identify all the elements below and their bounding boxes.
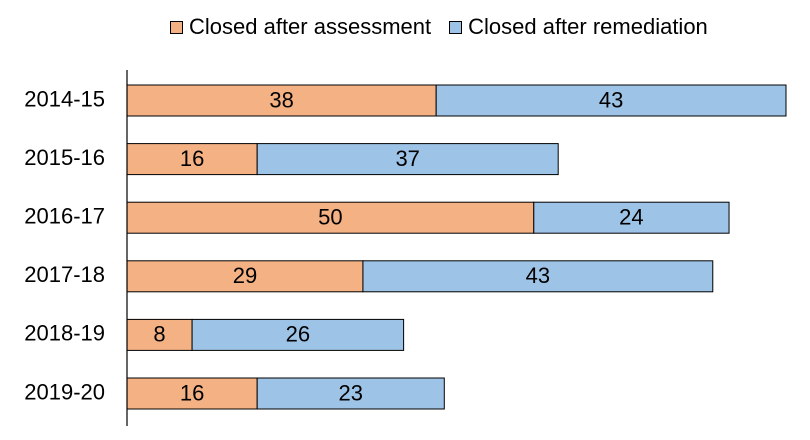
- bar-assessment: [126, 143, 258, 176]
- legend-label-assessment: Closed after assessment: [189, 14, 432, 39]
- legend-item-remediation: Closed after remediation: [449, 14, 708, 40]
- data-label: 43: [599, 87, 623, 112]
- legend-swatch-assessment: [170, 20, 183, 34]
- legend-label-remediation: Closed after remediation: [468, 14, 708, 39]
- data-label: 16: [180, 146, 204, 171]
- data-label: 43: [526, 263, 550, 288]
- category-label: 2015-16: [24, 145, 105, 170]
- bar-assessment: [126, 318, 193, 351]
- category-label: 2016-17: [24, 204, 105, 229]
- bar-remediation: [256, 143, 559, 176]
- category-label: 2018-19: [24, 321, 105, 346]
- category-label: 2017-18: [24, 262, 105, 287]
- legend-item-assessment: Closed after assessment: [170, 14, 431, 40]
- bar-assessment: [126, 84, 437, 117]
- data-label: 23: [338, 380, 362, 405]
- data-label: 16: [180, 380, 204, 405]
- bar-assessment: [126, 377, 258, 410]
- bar-assessment: [126, 201, 535, 234]
- bar-assessment: [126, 260, 364, 293]
- legend-swatch-remediation: [449, 20, 463, 34]
- category-label: 2019-20: [24, 379, 105, 404]
- data-label: 8: [153, 322, 165, 347]
- bar-remediation: [533, 201, 730, 234]
- bar-remediation: [256, 377, 445, 410]
- data-label: 50: [318, 205, 342, 230]
- data-label: 38: [269, 87, 293, 112]
- legend: Closed after assessment Closed after rem…: [170, 14, 726, 40]
- data-label: 24: [619, 205, 643, 230]
- bar-remediation: [435, 84, 787, 117]
- data-label: 37: [395, 146, 419, 171]
- category-label: 2014-15: [24, 86, 105, 111]
- bar-remediation: [362, 260, 714, 293]
- bar-remediation: [191, 318, 405, 351]
- data-label: 29: [233, 263, 257, 288]
- data-label: 26: [286, 322, 310, 347]
